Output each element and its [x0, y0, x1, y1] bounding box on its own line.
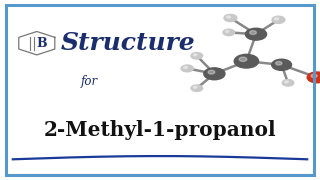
Circle shape	[208, 70, 215, 74]
Text: 2-Methyl-1-propanol: 2-Methyl-1-propanol	[44, 120, 276, 140]
Circle shape	[181, 65, 193, 72]
Circle shape	[223, 29, 235, 36]
Circle shape	[275, 18, 279, 20]
Circle shape	[272, 16, 285, 23]
Circle shape	[282, 80, 294, 86]
Circle shape	[191, 85, 203, 91]
Circle shape	[191, 53, 203, 59]
Circle shape	[307, 72, 320, 83]
Circle shape	[272, 59, 292, 70]
Circle shape	[239, 57, 247, 62]
Circle shape	[225, 30, 229, 33]
Circle shape	[276, 61, 282, 65]
Circle shape	[193, 54, 197, 56]
Circle shape	[193, 86, 197, 88]
Circle shape	[284, 81, 288, 83]
Circle shape	[311, 74, 317, 78]
Circle shape	[245, 28, 267, 40]
Text: for: for	[81, 75, 98, 87]
Circle shape	[224, 14, 237, 22]
Circle shape	[184, 66, 188, 69]
Text: B: B	[36, 37, 47, 50]
Text: Structure: Structure	[61, 31, 195, 55]
Circle shape	[234, 54, 259, 68]
Circle shape	[227, 16, 231, 18]
Circle shape	[204, 68, 225, 80]
Circle shape	[250, 31, 256, 34]
